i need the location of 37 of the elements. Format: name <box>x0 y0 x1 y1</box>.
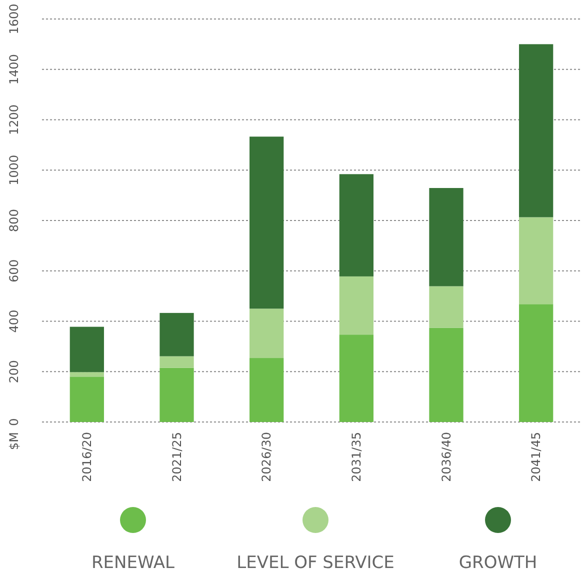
bar <box>250 308 284 358</box>
bar <box>70 376 104 422</box>
bar <box>70 326 104 372</box>
x-tick-label: 2036/40 <box>439 432 454 482</box>
legend-label: RENEWAL <box>92 553 176 570</box>
x-tick-label: 2041/45 <box>529 432 544 482</box>
y-tick-label: 1600 <box>7 4 21 34</box>
x-tick-label: 2021/25 <box>170 432 184 482</box>
x-tick-label: 2026/30 <box>260 432 274 482</box>
x-tick-label: 2016/20 <box>80 432 94 482</box>
bar <box>519 44 554 218</box>
bar <box>339 276 374 335</box>
bar <box>519 304 554 422</box>
bar <box>160 312 194 356</box>
y-tick-label: 800 <box>7 209 21 232</box>
x-tick-label: 2031/35 <box>349 432 364 482</box>
y-tick-label: 400 <box>7 310 21 333</box>
bar <box>160 356 194 368</box>
bar <box>429 328 464 422</box>
y-tick-label: 200 <box>7 360 21 384</box>
y-tick-label: 1000 <box>7 154 21 186</box>
y-tick-label: 1200 <box>7 104 21 136</box>
bar <box>339 174 374 276</box>
bar <box>250 358 284 422</box>
bar <box>250 136 284 309</box>
legend-label: GROWTH <box>458 553 538 570</box>
bar <box>70 372 104 377</box>
bar <box>160 368 194 422</box>
y-axis-title: $M <box>7 432 21 450</box>
bar <box>429 286 464 328</box>
y-tick-label: 1400 <box>7 54 21 85</box>
bar <box>519 217 554 304</box>
y-tick-label: 600 <box>7 259 21 282</box>
bar <box>339 334 374 422</box>
bar <box>429 188 464 286</box>
legend-label: LEVEL OF SERVICE <box>236 553 394 570</box>
y-tick-label: 0 <box>7 418 21 426</box>
